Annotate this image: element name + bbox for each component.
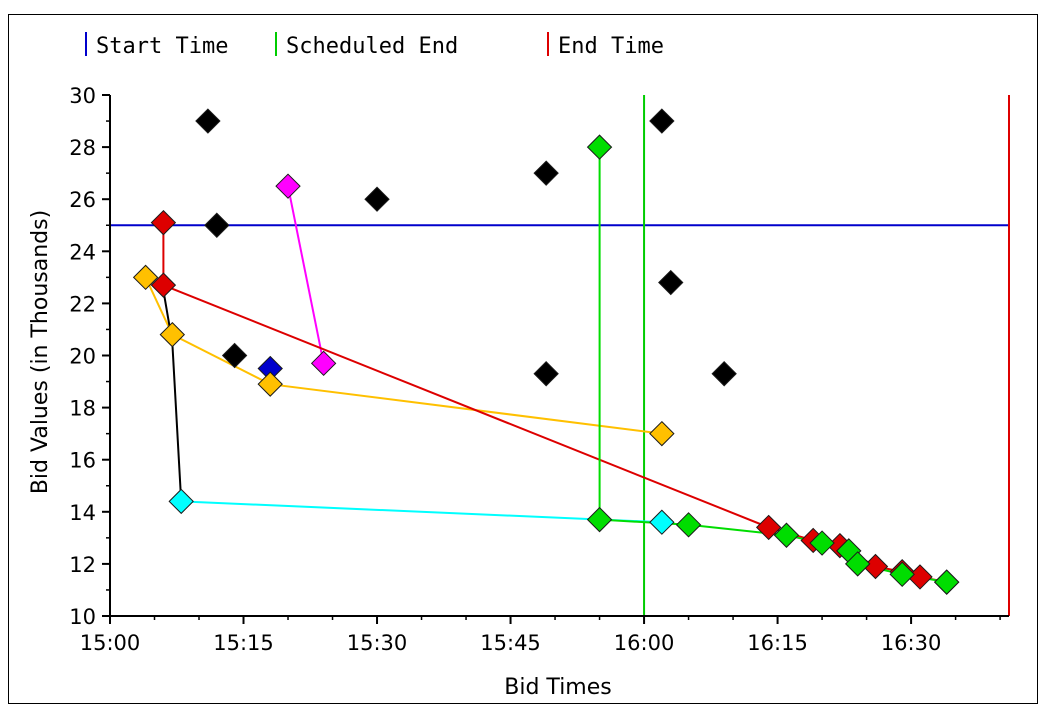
y-tick-label: 14	[69, 501, 96, 525]
data-point	[809, 530, 835, 556]
data-point	[275, 173, 301, 199]
x-tick-label: 16:00	[614, 631, 675, 655]
y-tick-label: 16	[69, 449, 96, 473]
legend-label: End Time	[558, 34, 664, 59]
y-tick-label: 20	[69, 345, 96, 369]
series-line	[181, 500, 662, 524]
x-axis-title: Bid Times	[504, 675, 611, 700]
data-point	[649, 420, 675, 447]
x-tick-label: 15:30	[347, 631, 408, 655]
data-point	[711, 361, 737, 387]
data-point	[195, 108, 221, 134]
reference-lines	[110, 95, 1010, 616]
y-tick-label: 10	[69, 605, 96, 629]
data-point	[675, 512, 702, 538]
data-point	[221, 342, 248, 369]
x-tick-label: 15:00	[80, 631, 141, 655]
x-tick-label: 16:30	[881, 631, 942, 655]
y-tick-label: 26	[69, 188, 96, 212]
y-tick-label: 28	[69, 136, 96, 160]
x-tick-label: 16:15	[747, 631, 808, 655]
data-point	[586, 134, 613, 160]
data-point	[586, 506, 613, 533]
series-line	[287, 186, 325, 364]
data-point	[889, 561, 915, 588]
data-point	[649, 108, 675, 134]
y-tick-label: 30	[69, 84, 96, 108]
data-point	[533, 160, 559, 186]
y-tick-label: 22	[69, 292, 96, 316]
data-point	[132, 264, 159, 291]
data-point	[168, 488, 194, 515]
data-point	[257, 371, 283, 397]
x-tick-label: 15:45	[480, 631, 541, 655]
data-point	[159, 321, 186, 348]
series-markers	[132, 108, 960, 595]
data-point	[150, 272, 177, 298]
data-point	[533, 361, 559, 387]
data-point	[933, 569, 960, 595]
y-tick-label: 12	[69, 553, 96, 577]
legend: Start Time Scheduled End End Time	[85, 32, 664, 59]
axes: 10 12 14 16 18 20 22 24 26 28 30 15:00 15:15 15:30 15:…	[69, 84, 1009, 655]
legend-label: Scheduled End	[286, 34, 458, 59]
legend-label: Start Time	[96, 34, 228, 59]
y-tick-label: 18	[69, 397, 96, 421]
data-point	[364, 186, 390, 212]
y-axis-title: Bid Values (in Thousands)	[28, 210, 53, 494]
series-line	[598, 147, 947, 584]
data-point	[844, 551, 871, 577]
data-point	[755, 514, 782, 541]
data-point	[310, 350, 337, 377]
y-tick-label: 24	[69, 240, 96, 264]
data-point	[204, 212, 230, 238]
chart-frame	[8, 14, 1038, 704]
series-line	[144, 276, 663, 435]
data-point	[150, 209, 177, 236]
series-line	[162, 222, 947, 584]
x-tick-label: 15:15	[213, 631, 274, 655]
data-point	[658, 269, 684, 296]
data-point	[649, 509, 675, 535]
data-point	[773, 522, 800, 548]
